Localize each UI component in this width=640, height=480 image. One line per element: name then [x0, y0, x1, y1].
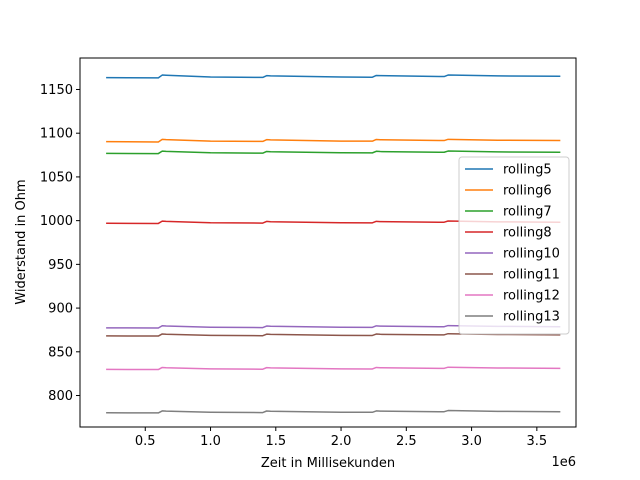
y-tick-label: 1150 [40, 83, 73, 98]
series-line-rolling10 [106, 324, 561, 329]
plot-frame [79, 57, 577, 428]
series-line-rolling8 [106, 220, 561, 225]
legend-entry-label: rolling7 [503, 205, 552, 220]
x-tick-label: 1.0 [200, 434, 221, 449]
legend: rolling5 rolling6 rolling7 rolling8 rolling1… [458, 156, 570, 335]
y-axis-label: Widerstand in Ohm [14, 179, 29, 304]
x-tick-label: 2.5 [396, 434, 417, 449]
x-axis-label: Zeit in Millisekunden [261, 456, 395, 471]
legend-entry-label: rolling10 [503, 247, 560, 262]
ticks-layer: 0.5 1.0 1.5 2.0 2.5 3.0 3.5 800 850 900 950 1000 105… [40, 83, 547, 449]
series-layer [106, 74, 561, 414]
y-tick-label: 950 [48, 258, 73, 273]
y-tick-label: 850 [48, 345, 73, 360]
legend-entry-label: rolling13 [503, 310, 560, 325]
x-tick-label: 0.5 [135, 434, 156, 449]
x-axis-offset-label: 1e6 [551, 455, 576, 470]
series-line-rolling11 [106, 332, 561, 337]
series-line-rolling12 [106, 366, 561, 371]
legend-box [458, 156, 570, 335]
legend-entry-label: rolling5 [503, 163, 552, 178]
series-line-rolling7 [106, 150, 561, 155]
y-tick-label: 1050 [40, 170, 73, 185]
y-tick-label: 1000 [40, 214, 73, 229]
x-tick-label: 3.0 [461, 434, 482, 449]
legend-entry-label: rolling11 [503, 268, 560, 283]
x-tick-label: 1.5 [265, 434, 286, 449]
y-tick-label: 800 [48, 389, 73, 404]
legend-entry-label: rolling12 [503, 289, 560, 304]
x-tick-label: 2.0 [331, 434, 352, 449]
series-line-rolling6 [106, 138, 561, 143]
legend-entry-label: rolling8 [503, 226, 552, 241]
y-tick-label: 1100 [40, 127, 73, 142]
series-line-rolling5 [106, 74, 561, 79]
series-line-rolling13 [106, 409, 561, 414]
x-tick-label: 3.5 [526, 434, 547, 449]
y-tick-label: 900 [48, 302, 73, 317]
legend-entry-label: rolling6 [503, 184, 552, 199]
